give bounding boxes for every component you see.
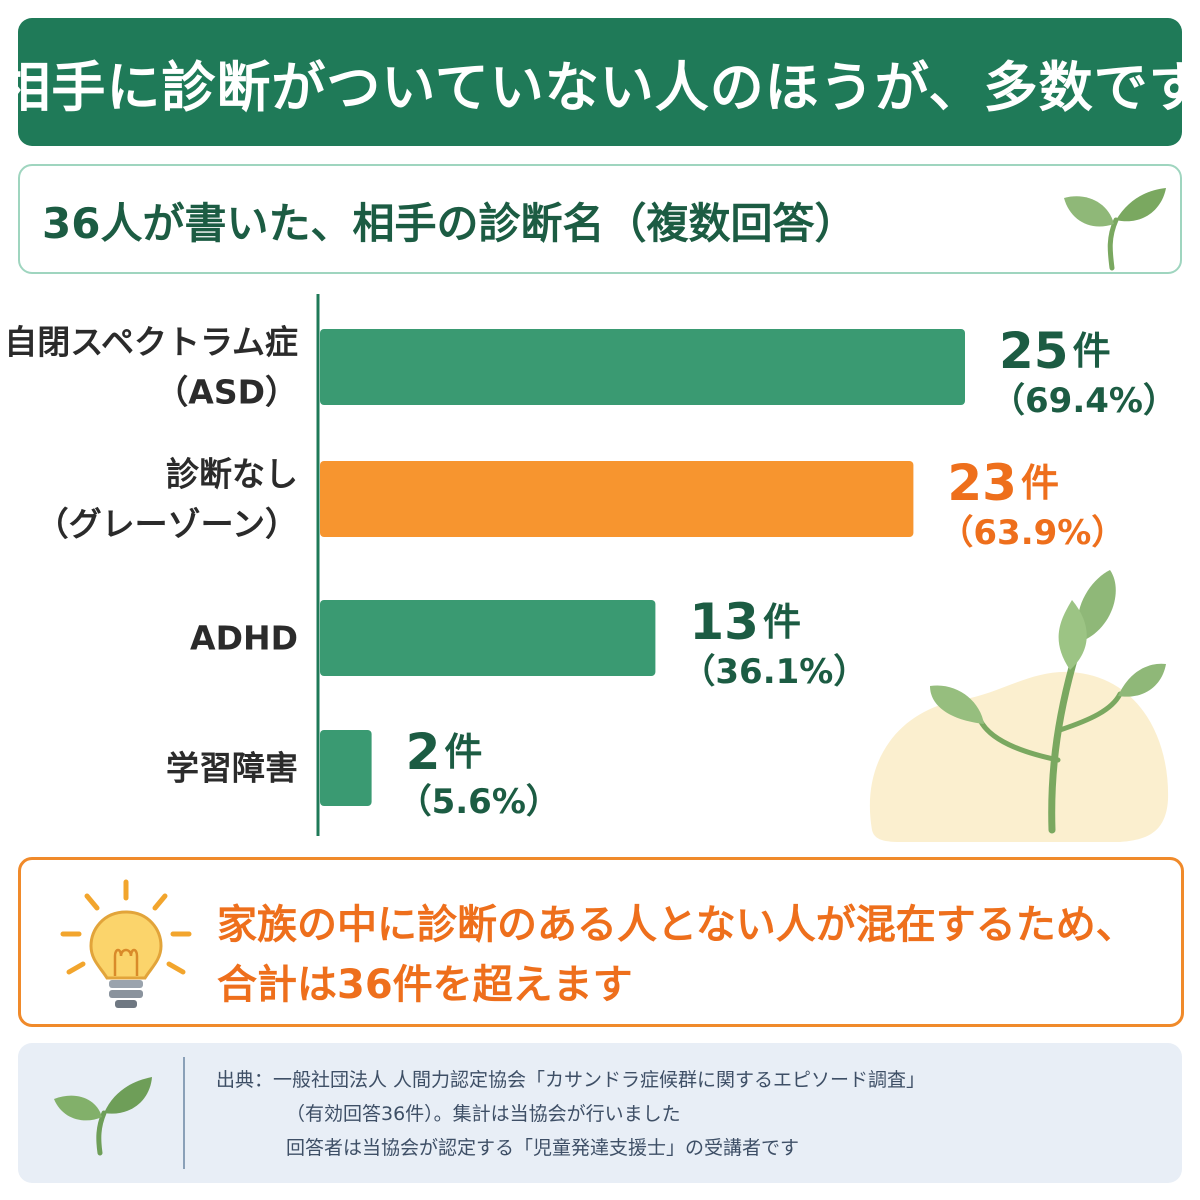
sprout-icon [1064, 188, 1166, 271]
source-line-1: 出典：一般社団法人 人間力認定協会「カサンドラ症候群に関するエピソード調査」 [216, 1069, 926, 1091]
category-label: 診断なし [166, 455, 298, 494]
bar [320, 329, 965, 405]
category-label: （ASD） [155, 373, 298, 412]
note-box: 家族の中に診断のある人とない人が混在するため、 合計は36件を超えます [18, 857, 1184, 1027]
value-label: 13 件 [689, 593, 801, 651]
percent-label: （69.4%） [991, 381, 1177, 421]
note-line-2: 合計は36件を超えます [217, 962, 633, 1008]
value-label: 23 件 [947, 454, 1059, 512]
category-label: （グレーゾーン） [36, 505, 298, 544]
chart-title: 36人が書いた、相手の診断名（複数回答） [42, 199, 857, 248]
bar [320, 461, 914, 537]
category-label: ADHD [190, 619, 298, 658]
sprout-icon [54, 1077, 152, 1156]
percent-label: （36.1%） [681, 652, 867, 692]
percent-label: （63.9%） [939, 513, 1125, 553]
source-box: 出典：一般社団法人 人間力認定協会「カサンドラ症候群に関するエピソード調査」 （… [18, 1043, 1182, 1183]
source-divider [183, 1057, 185, 1169]
source-line-3: 回答者は当協会が認定する「児童発達支援士」の受講者です [286, 1137, 800, 1159]
plant-decoration [869, 570, 1169, 842]
category-label: 学習障害 [166, 749, 298, 788]
bar [320, 730, 372, 806]
lightbulb-icon [60, 879, 192, 1008]
chart-title-box: 36人が書いた、相手の診断名（複数回答） [18, 164, 1182, 274]
percent-label: （5.6%） [398, 782, 560, 822]
bar [320, 600, 656, 676]
value-label: 25 件 [999, 322, 1111, 380]
page-title: 相手に診断がついていない人のほうが、多数です [0, 55, 1200, 119]
category-label: 自閉スペクトラム症 [4, 323, 298, 362]
bar-chart: 自閉スペクトラム症（ASD）25 件（69.4%）診断なし（グレーゾーン）23 件（… [4, 294, 1177, 842]
title-banner: 相手に診断がついていない人のほうが、多数です [0, 18, 1200, 146]
note-line-1: 家族の中に診断のある人とない人が混在するため、 [217, 902, 1136, 948]
source-line-2: （有効回答36件）。集計は当協会が行いました [286, 1103, 681, 1125]
